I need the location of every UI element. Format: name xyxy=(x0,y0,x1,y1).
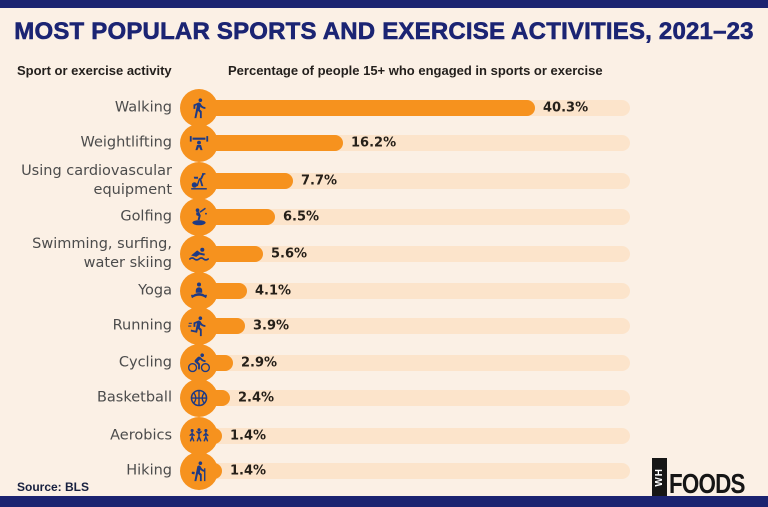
activity-icon-badge xyxy=(180,344,218,382)
bar-track xyxy=(185,173,630,189)
chart-row: Golfing 6.5% xyxy=(0,198,768,236)
activity-label: Hiking xyxy=(126,462,172,479)
value-label: 5.6% xyxy=(271,246,308,262)
activity-icon-badge xyxy=(180,198,218,236)
bar-track xyxy=(185,355,630,371)
activity-label: Golfing xyxy=(120,208,172,225)
bar-track xyxy=(185,428,630,444)
source-note: Source: BLS xyxy=(17,480,90,494)
activity-label: Cycling xyxy=(118,354,172,371)
value-label: 6.5% xyxy=(283,209,320,225)
chart-row: Walking 40.3% xyxy=(0,89,768,127)
cardio-equipment-icon xyxy=(191,173,207,190)
logo-wh-text: WH xyxy=(654,467,666,487)
bar-track xyxy=(185,283,630,299)
value-label: 1.4% xyxy=(230,428,267,444)
value-label: 4.1% xyxy=(255,283,292,299)
chart-row: Cycling 2.9% xyxy=(0,344,768,382)
activity-icon-badge xyxy=(180,417,218,455)
golfing-icon xyxy=(192,207,207,226)
value-bar xyxy=(199,173,293,189)
activity-label: Basketball xyxy=(96,389,172,406)
whfoods-logo: WH FOODS xyxy=(652,458,764,500)
yoga-icon xyxy=(191,282,207,299)
value-label: 16.2% xyxy=(351,135,397,151)
swimming-icon xyxy=(189,247,209,261)
aerobics-icon xyxy=(189,428,209,442)
walking-icon xyxy=(193,98,206,119)
chart-row: Aerobics 1.4% xyxy=(0,417,768,455)
activity-label: Swimming, surfing, water skiing xyxy=(32,236,172,271)
column-header-percentage: Percentage of people 15+ who engaged in … xyxy=(228,63,603,78)
basketball-icon xyxy=(190,389,208,407)
chart-row: Yoga 4.1% xyxy=(0,272,768,310)
activity-icon-badge xyxy=(180,379,218,417)
activity-icon-badge xyxy=(180,124,218,162)
value-label: 7.7% xyxy=(301,173,338,189)
activity-label: Weightlifting xyxy=(80,134,172,151)
weightlifting-icon xyxy=(189,136,209,151)
bar-track xyxy=(185,463,630,479)
top-accent-bar xyxy=(0,0,768,8)
value-label: 1.4% xyxy=(230,463,267,479)
hiking-icon xyxy=(191,461,206,482)
running-icon xyxy=(188,316,206,337)
chart-row: Swimming, surfing, water skiing 5.6% xyxy=(0,235,768,273)
chart-row: Hiking 1.4% xyxy=(0,452,768,490)
chart-row: Using cardiovascular equipment 7.7% xyxy=(0,162,768,200)
value-label: 2.9% xyxy=(241,355,278,371)
activity-label: Running xyxy=(112,317,172,334)
page-title: MOST POPULAR SPORTS AND EXERCISE ACTIVIT… xyxy=(14,18,754,46)
value-bar xyxy=(199,135,343,151)
activity-label: Walking xyxy=(114,99,172,116)
chart-row: Running 3.9% xyxy=(0,307,768,345)
value-bar xyxy=(199,100,535,116)
bar-track xyxy=(185,246,630,262)
activity-icon-badge xyxy=(180,452,218,490)
activity-icon-badge xyxy=(180,162,218,200)
cycling-icon xyxy=(188,353,210,373)
chart-row: Weightlifting 16.2% xyxy=(0,124,768,162)
activity-label: Aerobics xyxy=(110,427,172,444)
bar-track xyxy=(185,209,630,225)
activity-label: Yoga xyxy=(138,282,172,299)
activity-icon-badge xyxy=(180,235,218,273)
chart-row: Basketball 2.4% xyxy=(0,379,768,417)
bottom-accent-bar xyxy=(0,496,768,507)
activity-label: Using cardiovascular equipment xyxy=(21,163,172,198)
activity-icon-badge xyxy=(180,272,218,310)
value-label: 2.4% xyxy=(238,390,275,406)
column-header-activity: Sport or exercise activity xyxy=(17,63,172,78)
activity-icon-badge xyxy=(180,89,218,127)
value-label: 3.9% xyxy=(253,318,290,334)
logo-foods-text: FOODS xyxy=(669,468,746,500)
value-label: 40.3% xyxy=(543,100,589,116)
bar-track xyxy=(185,318,630,334)
value-bar xyxy=(199,209,275,225)
logo-wh-box: WH xyxy=(652,458,668,496)
activity-icon-badge xyxy=(180,307,218,345)
bar-track xyxy=(185,390,630,406)
